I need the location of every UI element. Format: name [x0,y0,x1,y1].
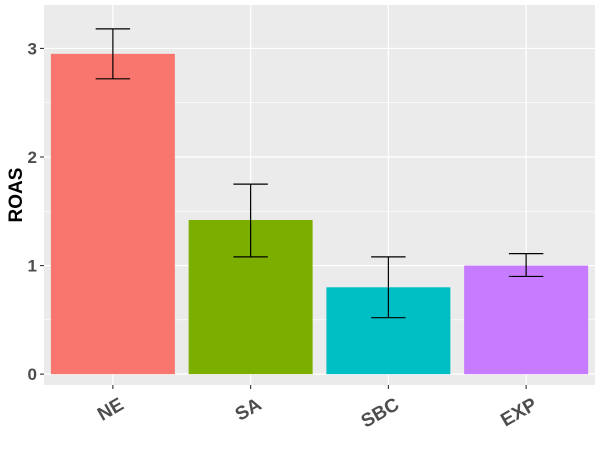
x-axis-ticks: NE SA SBC EXP [94,385,541,432]
error-bars [95,28,544,319]
error-bar-exp [508,253,544,278]
error-bar-sa [233,183,268,258]
y-axis-ticks: 0 1 2 3 [28,39,44,384]
y-tick-label: 0 [28,365,37,384]
x-tick-label-ne: NE [94,394,127,425]
y-tick-label: 1 [28,257,37,276]
bar-exp [464,265,589,375]
error-bar-sbc [371,256,406,319]
y-axis-title: ROAS [6,168,27,223]
y-tick-label: 2 [28,148,37,167]
y-tick-label: 3 [28,39,37,58]
bar-ne [50,53,175,375]
x-tick-label-sbc: SBC [358,394,403,432]
error-bar-ne [95,28,131,80]
x-tick-label-exp: EXP [497,394,541,431]
x-tick-label-sa: SA [232,394,266,426]
